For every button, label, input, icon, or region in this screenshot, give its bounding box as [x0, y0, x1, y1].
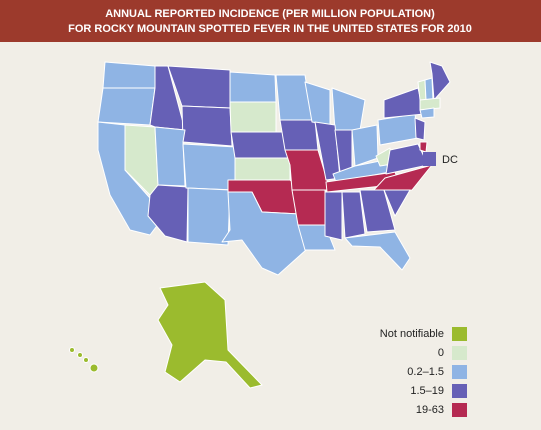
- state: [344, 231, 411, 271]
- state: [419, 107, 435, 119]
- state: [291, 189, 326, 226]
- state: [181, 105, 233, 147]
- state: [187, 187, 231, 246]
- state: [102, 61, 156, 89]
- state: [324, 191, 343, 241]
- state: [351, 124, 379, 167]
- state: [414, 117, 426, 141]
- state: [419, 141, 428, 153]
- legend: Not notifiable 0 0.2–1.5 1.5–19 19-63: [380, 327, 467, 417]
- legend-label: 0.2–1.5: [407, 366, 444, 378]
- legend-label: 0: [438, 347, 444, 359]
- state: [429, 61, 451, 101]
- hawaii: [89, 363, 99, 373]
- hawaii: [83, 357, 89, 363]
- hawaii: [69, 347, 75, 353]
- legend-swatch: [452, 403, 467, 417]
- hawaii: [77, 352, 83, 358]
- legend-swatch: [452, 327, 467, 341]
- us-map: [69, 61, 451, 389]
- state: [371, 164, 433, 193]
- title-line: ANNUAL REPORTED INCIDENCE (PER MILLION P…: [105, 8, 435, 20]
- legend-label: Not notifiable: [380, 328, 444, 340]
- legend-label: 1.5–19: [410, 385, 444, 397]
- state: [154, 126, 186, 187]
- state: [419, 97, 441, 111]
- state: [424, 77, 434, 101]
- title-line: FOR ROCKY MOUNTAIN SPOTTED FEVER IN THE …: [68, 23, 472, 35]
- dc-label: DC: [442, 154, 458, 166]
- legend-swatch: [452, 365, 467, 379]
- state: [359, 189, 396, 233]
- dc-swatch: [423, 152, 436, 166]
- state: [229, 101, 277, 133]
- state: [221, 191, 307, 276]
- state: [279, 119, 319, 151]
- state: [341, 191, 366, 239]
- legend-swatch: [452, 384, 467, 398]
- header-band: [0, 0, 541, 42]
- state: [229, 71, 277, 103]
- alaska: [157, 281, 263, 389]
- state: [230, 131, 289, 159]
- legend-label: 19-63: [416, 404, 444, 416]
- state: [97, 87, 156, 126]
- state: [383, 189, 411, 217]
- legend-swatch: [452, 346, 467, 360]
- state: [147, 184, 189, 243]
